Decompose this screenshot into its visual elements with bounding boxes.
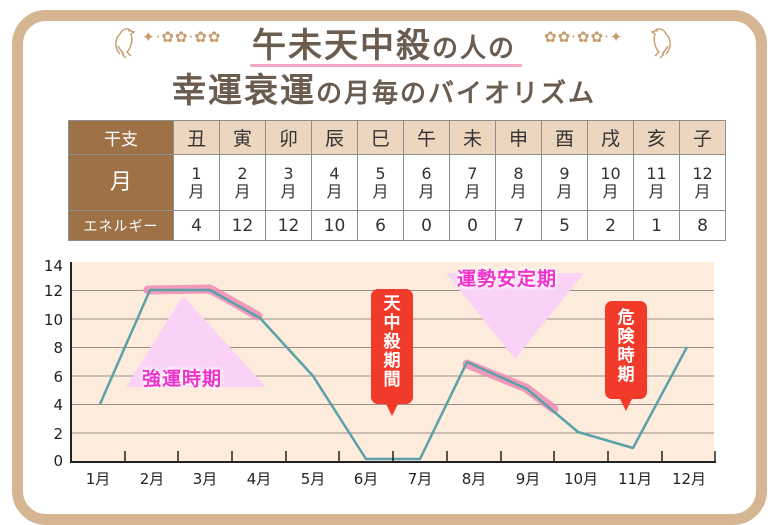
x-tick-label: 11月: [617, 470, 653, 488]
stable-period-triangle: [446, 273, 584, 359]
flower-decoration-right: ✿✿·✿✿·✦: [544, 28, 624, 46]
x-tick-label: 8月: [461, 470, 487, 488]
energy-cell: 5: [541, 210, 588, 241]
x-tick-label: 9月: [515, 470, 541, 488]
eto-cell: 寅: [219, 120, 266, 155]
energy-cell: 4: [173, 210, 220, 241]
x-tick-label: 2月: [139, 470, 165, 488]
title-sub-a: 幸運衰運: [171, 71, 316, 111]
eto-cell: 未: [449, 120, 496, 155]
energy-cell: 0: [449, 210, 496, 241]
x-tick-label: 3月: [192, 470, 218, 488]
flower-decoration-left: ✦·✿✿·✿✿: [142, 28, 222, 46]
x-tick-label: 5月: [300, 470, 326, 488]
energy-cell: 6: [357, 210, 404, 241]
y-tick-label: 6: [53, 368, 63, 386]
x-tick-label: 4月: [246, 470, 272, 488]
eto-cell: 申: [495, 120, 542, 155]
bird-icon-right: [650, 28, 671, 59]
y-tick-label: 0: [53, 452, 63, 470]
title-main: 午未天中殺: [251, 26, 432, 66]
energy-cell: 10: [311, 210, 358, 241]
eto-cell: 子: [679, 120, 726, 155]
title-sub-b: の月毎のバイオリズム: [315, 79, 596, 109]
energy-cell: 7: [495, 210, 542, 241]
x-axis-ticks: [124, 451, 716, 462]
energy-cell: 0: [403, 210, 450, 241]
x-tick-label: 1月: [85, 470, 111, 488]
y-tick-label: 8: [53, 339, 63, 357]
eto-cell: 丑: [173, 120, 220, 155]
y-tick-label: 12: [43, 282, 63, 300]
energy-cell: 1: [633, 210, 680, 241]
title-underline: [250, 64, 522, 67]
eto-cell: 巳: [357, 120, 404, 155]
y-tick-label: 4: [53, 396, 63, 414]
stable-period-label: 運勢安定期: [457, 268, 558, 290]
month-cell: 12 月: [679, 154, 726, 211]
danger-callout: 危 険 時 期: [605, 301, 647, 411]
title-line-2: 幸運衰運の月毎のバイオリズム: [0, 70, 768, 115]
eto-cell: 亥: [633, 120, 680, 155]
title-suffix: の人の: [431, 34, 516, 64]
eto-cell: 午: [403, 120, 450, 155]
y-tick-label: 10: [43, 311, 63, 329]
row-header-eto: 干支: [68, 120, 174, 155]
x-tick-label: 12月: [671, 470, 707, 488]
x-tick-label: 10月: [563, 470, 599, 488]
energy-cell: 8: [679, 210, 726, 241]
y-tick-label: 14: [43, 257, 63, 275]
strong-period-label: 強運時期: [142, 368, 223, 390]
energy-cell: 12: [219, 210, 266, 241]
row-header-month: 月: [68, 154, 174, 211]
eto-cell: 辰: [311, 120, 358, 155]
row-header-energy: エネルギー: [68, 210, 174, 241]
title-line-1: 午未天中殺の人の: [0, 26, 768, 69]
strong-period-triangle: [126, 296, 266, 387]
table-row-energy: エネルギー 4 12 12 10 6 0 0 7 5 2 1 8: [68, 210, 726, 241]
y-tick-label: 2: [53, 425, 63, 443]
x-tick-label: 7月: [407, 470, 433, 488]
eto-cell: 酉: [541, 120, 588, 155]
energy-cell: 2: [587, 210, 634, 241]
tenchusatsu-callout: 天 中 殺 期 間: [371, 289, 413, 416]
x-tick-label: 6月: [353, 470, 379, 488]
energy-cell: 12: [265, 210, 312, 241]
month-cell: 10 月: [587, 154, 634, 211]
bird-icon-left: [115, 28, 136, 59]
